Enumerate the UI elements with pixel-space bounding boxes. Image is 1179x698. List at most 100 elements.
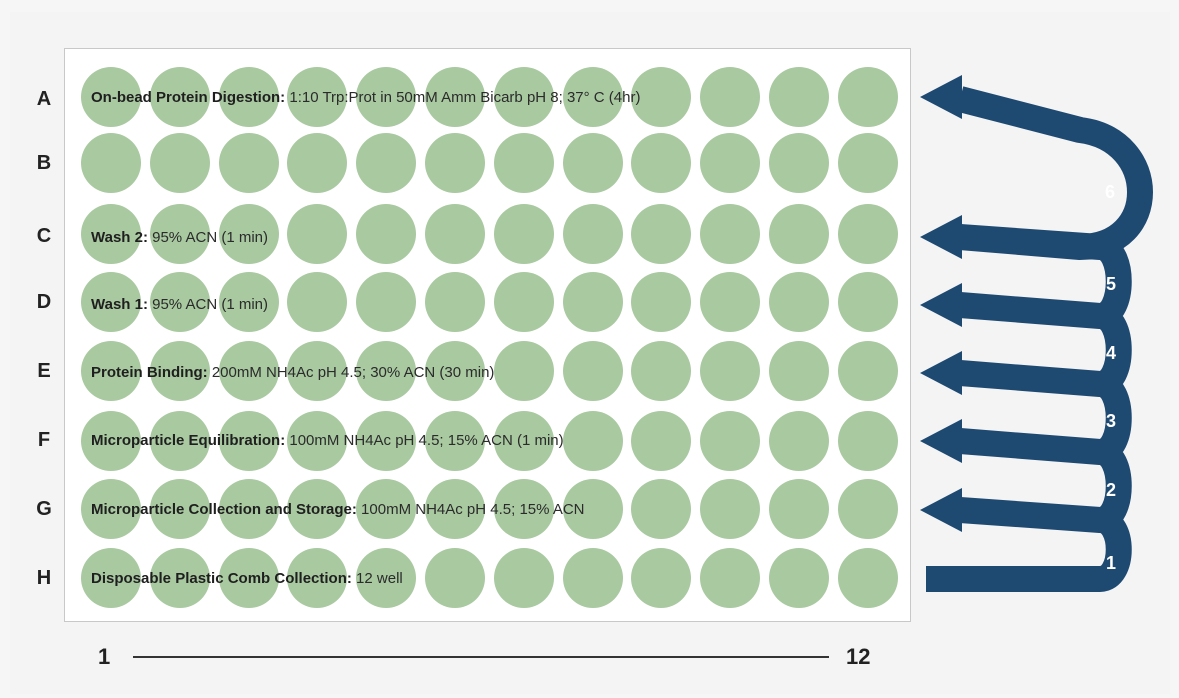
arrowhead-row-f <box>920 419 962 463</box>
step-title-row-a: On-bead Protein Digestion: <box>91 89 286 106</box>
row-label-c: C <box>36 225 52 247</box>
row-label-g: G <box>36 498 52 520</box>
step-text-row-g: Microparticle Collection and Storage: 10… <box>91 500 584 520</box>
well-d10 <box>700 272 761 332</box>
well-a11 <box>769 67 829 127</box>
well-a8 <box>562 67 623 127</box>
well-a6 <box>425 67 485 127</box>
well-e5 <box>356 341 417 401</box>
row-label-f: F <box>37 429 51 451</box>
step-number-3: 3 <box>1106 411 1116 431</box>
well-h8 <box>562 548 623 608</box>
well-h2 <box>149 548 210 608</box>
well-e4 <box>287 341 348 401</box>
well-b9 <box>631 133 692 193</box>
well-b6 <box>425 133 485 193</box>
well-a9 <box>631 67 692 127</box>
well-c8 <box>562 204 623 264</box>
step-number-5: 5 <box>1106 274 1116 294</box>
well-g11 <box>769 479 829 539</box>
well-e7 <box>493 341 554 401</box>
well-e12 <box>837 341 898 401</box>
well-e11 <box>769 341 829 401</box>
well-d1 <box>81 272 141 332</box>
well-d2 <box>149 272 210 332</box>
well-d8 <box>562 272 623 332</box>
well-g3 <box>218 479 279 539</box>
well-c3 <box>218 204 279 264</box>
step-text-row-f: Microparticle Equilibration: 100mM NH4Ac… <box>91 431 564 451</box>
step-number-4: 4 <box>1106 343 1116 363</box>
well-h11 <box>769 548 829 608</box>
step-number-1: 1 <box>1106 553 1116 573</box>
well-b3 <box>218 133 279 193</box>
well-g5 <box>356 479 417 539</box>
column-axis-line <box>133 656 829 658</box>
step-text-row-d: Wash 1: 95% ACN (1 min) <box>91 295 268 315</box>
well-c2 <box>149 204 210 264</box>
well-c12 <box>837 204 898 264</box>
arrowhead-row-c <box>920 215 962 259</box>
step-number-2: 2 <box>1106 480 1116 500</box>
well-a12 <box>837 67 898 127</box>
well-g4 <box>287 479 348 539</box>
well-f7 <box>493 411 554 471</box>
arrow-shape <box>920 75 1153 592</box>
well-e1 <box>81 341 141 401</box>
well-g12 <box>837 479 898 539</box>
well-a7 <box>493 67 554 127</box>
well-h7 <box>493 548 554 608</box>
row-label-h: H <box>36 567 52 589</box>
step-detail-row-f: 100mM NH4Ac pH 4.5; 15% ACN (1 min) <box>285 432 564 449</box>
arrowhead-row-g <box>920 488 962 532</box>
well-f8 <box>562 411 623 471</box>
well-h9 <box>631 548 692 608</box>
step-text-row-a: On-bead Protein Digestion: 1:10 Trp:Prot… <box>91 88 640 108</box>
well-c1 <box>81 204 141 264</box>
well-a3 <box>218 67 279 127</box>
row-label-b: B <box>36 152 52 174</box>
well-h3 <box>218 548 279 608</box>
well-c10 <box>700 204 761 264</box>
step-title-row-f: Microparticle Equilibration: <box>91 432 286 449</box>
step-text-row-h: Disposable Plastic Comb Collection: 12 w… <box>91 569 403 589</box>
well-h6 <box>425 548 485 608</box>
well-h12 <box>837 548 898 608</box>
row-label-a: A <box>36 88 52 110</box>
well-b12 <box>837 133 898 193</box>
well-a10 <box>700 67 761 127</box>
step-detail-row-c: 95% ACN (1 min) <box>147 229 268 246</box>
step-text-row-c: Wash 2: 95% ACN (1 min) <box>91 228 268 248</box>
well-b7 <box>493 133 554 193</box>
well-c7 <box>493 204 554 264</box>
arrowhead-row-d <box>920 283 962 327</box>
well-d4 <box>287 272 348 332</box>
step-detail-row-d: 95% ACN (1 min) <box>147 296 268 313</box>
row-label-d: D <box>36 291 52 313</box>
well-e2 <box>149 341 210 401</box>
well-h10 <box>700 548 761 608</box>
well-f5 <box>356 411 417 471</box>
well-d9 <box>631 272 692 332</box>
well-h5 <box>356 548 417 608</box>
well-f2 <box>149 411 210 471</box>
well-e10 <box>700 341 761 401</box>
step-detail-row-h: 12 well <box>351 570 403 587</box>
step-title-row-c: Wash 2: <box>91 229 148 246</box>
well-g10 <box>700 479 761 539</box>
well-g8 <box>562 479 623 539</box>
well-g2 <box>149 479 210 539</box>
well-d7 <box>493 272 554 332</box>
well-f4 <box>287 411 348 471</box>
well-g7 <box>493 479 554 539</box>
well-d3 <box>218 272 279 332</box>
well-d5 <box>356 272 417 332</box>
well-h1 <box>81 548 141 608</box>
well-g1 <box>81 479 141 539</box>
well-g9 <box>631 479 692 539</box>
well-b5 <box>356 133 417 193</box>
well-h4 <box>287 548 348 608</box>
